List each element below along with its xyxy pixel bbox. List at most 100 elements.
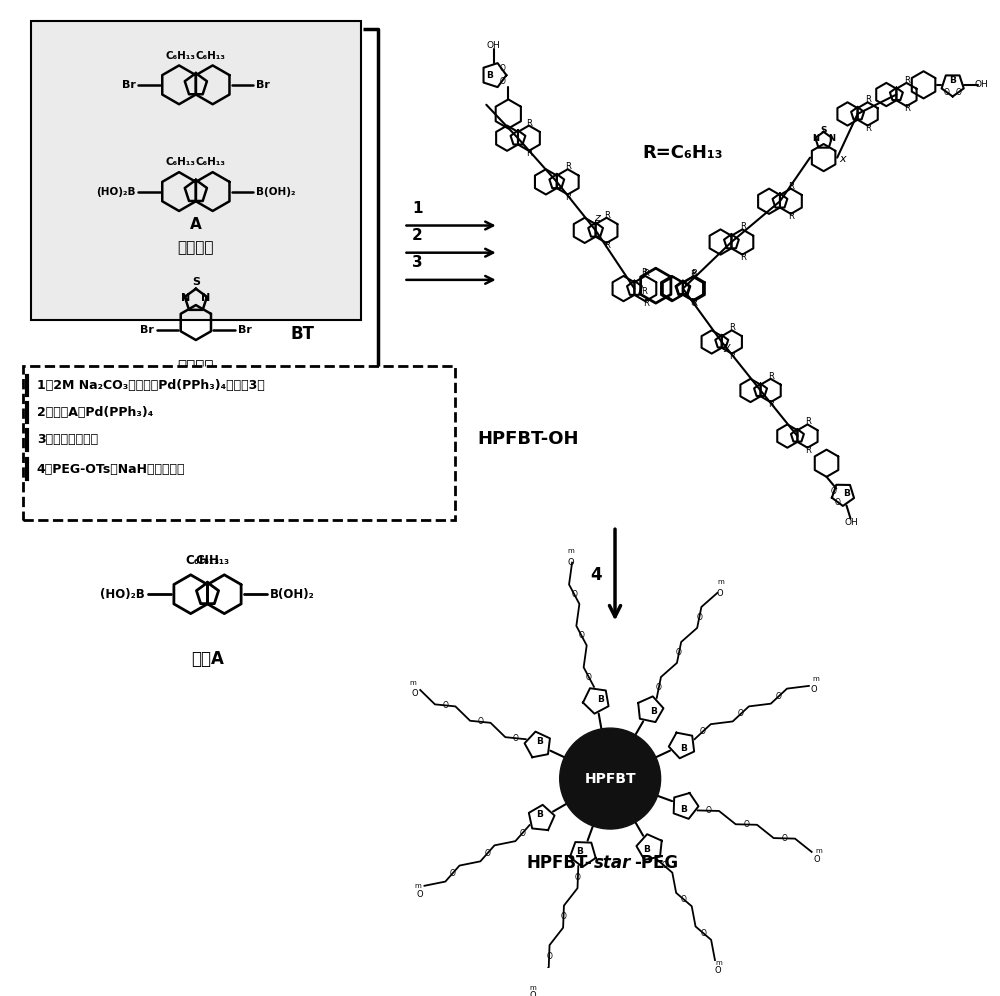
Text: Br: Br (140, 326, 154, 336)
Text: O: O (700, 928, 706, 937)
Text: R: R (565, 192, 571, 201)
Bar (31, 21, 361, 320)
Text: O: O (676, 648, 682, 657)
Text: 4：PEG-OTs、NaH、四氢呻喂: 4：PEG-OTs、NaH、四氢呻喂 (37, 462, 185, 475)
Text: R: R (526, 119, 532, 127)
Text: O: O (831, 487, 837, 496)
Text: 3: 3 (412, 255, 423, 270)
Text: O: O (944, 89, 950, 98)
Text: N: N (812, 134, 819, 143)
Text: O: O (717, 590, 724, 599)
Text: B(OH)₂: B(OH)₂ (256, 186, 296, 196)
Text: O: O (575, 872, 581, 881)
Text: O: O (561, 912, 566, 921)
Text: O: O (513, 734, 518, 743)
Text: R: R (643, 269, 649, 278)
Text: 1：2M Na₂CO₃、甲苯、Pd(PPh₃)₄、反儹3天: 1：2M Na₂CO₃、甲苯、Pd(PPh₃)₄、反儹3天 (37, 379, 264, 392)
Text: R: R (805, 417, 811, 426)
Text: OH: OH (845, 518, 859, 527)
Text: O: O (546, 951, 552, 961)
Text: C₆H₁₃: C₆H₁₃ (196, 157, 226, 167)
Text: 供体单体: 供体单体 (178, 240, 214, 255)
Text: R: R (788, 212, 794, 221)
Text: OH: OH (487, 41, 501, 50)
Text: O: O (776, 691, 782, 700)
Text: R: R (740, 253, 746, 262)
Text: star: star (593, 854, 631, 872)
Text: Br: Br (189, 374, 203, 384)
Text: R: R (526, 148, 532, 158)
Text: S: S (820, 126, 827, 135)
Text: (HO)₂B: (HO)₂B (100, 588, 145, 601)
Text: C₆H₁₃: C₆H₁₃ (166, 51, 196, 61)
Text: R: R (740, 222, 746, 231)
Text: R: R (805, 446, 811, 455)
Text: 单体A: 单体A (191, 650, 224, 668)
Text: 2：单体A、Pd(PPh₃)₄: 2：单体A、Pd(PPh₃)₄ (37, 406, 153, 419)
Text: C₆H₁₃: C₆H₁₃ (186, 554, 220, 567)
Text: B: B (597, 695, 604, 704)
Text: R: R (691, 269, 697, 278)
Text: 3：丙三醇、甲苯: 3：丙三醇、甲苯 (37, 433, 98, 446)
Text: R: R (865, 124, 871, 132)
Text: HPFBT-OH: HPFBT-OH (477, 430, 578, 448)
Text: O: O (571, 590, 577, 599)
Text: Br: Br (238, 326, 251, 336)
Text: R=C₆H₁₃: R=C₆H₁₃ (643, 143, 723, 161)
Text: R: R (904, 76, 910, 85)
Text: R: R (641, 268, 647, 277)
Text: R: R (604, 241, 610, 250)
Text: O: O (814, 856, 820, 865)
Text: A: A (190, 217, 202, 232)
Text: O: O (579, 631, 584, 640)
Text: O: O (568, 558, 574, 567)
Text: (HO)₂B: (HO)₂B (96, 186, 135, 196)
Text: R: R (604, 211, 610, 220)
Text: ₘ: ₘ (816, 845, 822, 855)
Text: B: B (643, 845, 650, 854)
Text: O: O (834, 498, 840, 507)
Text: B: B (680, 805, 687, 814)
Text: 4: 4 (590, 566, 601, 584)
Text: R: R (690, 298, 696, 308)
Text: O: O (681, 895, 687, 904)
Text: O: O (412, 689, 418, 698)
Text: Br: Br (122, 80, 135, 90)
Text: B: B (536, 811, 543, 820)
Text: B: B (486, 71, 493, 80)
Circle shape (560, 728, 661, 829)
Text: x: x (839, 154, 846, 164)
Text: O: O (700, 727, 706, 736)
Text: ₘ: ₘ (812, 672, 819, 683)
Text: Br: Br (256, 80, 270, 90)
Text: C₆H₁₃: C₆H₁₃ (166, 157, 196, 167)
Text: O: O (743, 820, 749, 829)
Text: Br: Br (226, 439, 240, 449)
Text: O: O (484, 849, 490, 858)
Text: ₘ: ₘ (414, 879, 421, 889)
Text: BT: BT (291, 325, 315, 344)
Text: N: N (201, 293, 210, 303)
Text: O: O (956, 89, 961, 98)
Text: O: O (781, 834, 787, 843)
Text: O: O (662, 862, 667, 871)
Text: 2: 2 (412, 228, 423, 243)
Text: ₘ: ₘ (529, 982, 536, 992)
Text: O: O (442, 701, 448, 710)
Text: 1: 1 (412, 201, 423, 216)
Text: OH: OH (975, 81, 989, 90)
Text: 支化单体: 支化单体 (178, 460, 214, 475)
Text: O: O (449, 870, 455, 878)
Text: B: B (681, 744, 687, 753)
Text: -PEG: -PEG (634, 854, 678, 872)
Text: R: R (641, 288, 647, 297)
Text: S: S (192, 277, 200, 287)
Text: O: O (477, 717, 483, 726)
Text: R: R (904, 105, 910, 114)
Text: C₆H₁₃: C₆H₁₃ (196, 51, 226, 61)
Text: R: R (643, 299, 649, 308)
Bar (23, 367, 455, 520)
Text: B(OH)₂: B(OH)₂ (270, 588, 315, 601)
Text: HPFBT: HPFBT (584, 772, 636, 786)
Text: B: B (843, 489, 850, 498)
